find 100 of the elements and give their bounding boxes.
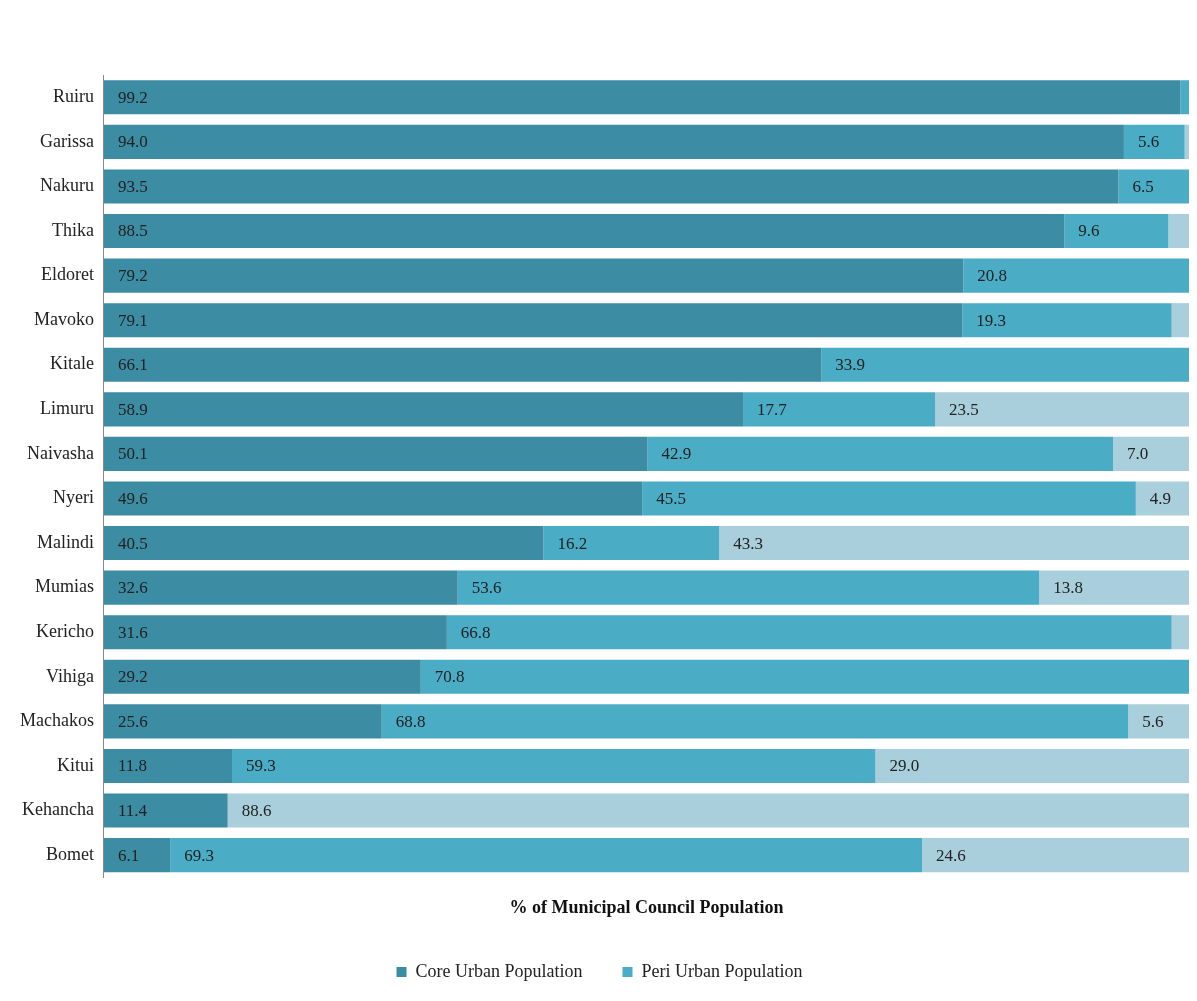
y-tick-label: Nyeri <box>52 487 94 508</box>
data-label: 99.2 <box>117 87 148 107</box>
data-label: 33.9 <box>835 355 865 375</box>
data-label: 25.6 <box>117 711 148 731</box>
data-label: 20.8 <box>977 266 1008 286</box>
data-label: 13.8 <box>1053 578 1084 598</box>
bar <box>227 793 1189 828</box>
bar <box>963 258 1189 293</box>
bar <box>103 80 1181 115</box>
data-label: 58.9 <box>117 399 148 419</box>
bar <box>103 124 1124 159</box>
data-label: 11.4 <box>117 801 148 820</box>
y-tick-label: Ruiru <box>52 86 94 107</box>
y-tick-label: Mumias <box>34 576 94 597</box>
data-label: 88.6 <box>241 801 272 820</box>
bar <box>962 303 1172 338</box>
bar <box>1113 436 1189 471</box>
y-tick-label: Bomet <box>45 843 94 864</box>
y-tick-label: Vihiga <box>46 665 94 686</box>
data-label: 17.7 <box>757 399 788 419</box>
bar <box>922 838 1189 873</box>
data-label: 88.5 <box>117 221 148 241</box>
bar <box>875 748 1189 784</box>
bar <box>821 347 1189 382</box>
legend-label: Core Urban Population <box>415 960 583 981</box>
data-label: 23.5 <box>949 399 979 419</box>
data-label: 5.6 <box>1142 711 1164 731</box>
bar <box>1135 481 1189 516</box>
data-label: 19.3 <box>976 310 1006 330</box>
data-label: 45.5 <box>656 488 686 508</box>
bar <box>103 481 643 516</box>
bar <box>1064 213 1169 249</box>
bar <box>103 436 648 471</box>
data-label: 93.5 <box>117 176 148 196</box>
bar <box>103 303 963 338</box>
y-tick-label: Eldoret <box>40 264 94 285</box>
bar <box>1123 124 1185 159</box>
data-label: 43.3 <box>733 533 763 553</box>
data-label: 29.2 <box>117 667 148 687</box>
data-label: 7.0 <box>1127 444 1149 464</box>
data-label: 29.0 <box>889 756 920 776</box>
bar <box>543 526 720 561</box>
y-tick-label: Malindi <box>36 531 94 552</box>
bar <box>103 347 822 382</box>
data-label: 68.8 <box>395 711 426 731</box>
bar <box>1168 213 1189 249</box>
data-label: 66.8 <box>460 622 491 642</box>
data-label: 59.3 <box>246 756 276 776</box>
bar <box>103 213 1065 249</box>
y-tick-label: Mavoko <box>33 308 94 329</box>
bar <box>719 526 1189 561</box>
data-label: 66.1 <box>117 355 148 375</box>
legend-label: Peri Urban Population <box>641 960 803 981</box>
y-tick-label: Machakos <box>19 710 94 731</box>
bar <box>420 659 1189 694</box>
bar <box>103 392 744 427</box>
data-label: 24.6 <box>936 845 966 865</box>
bar <box>103 659 421 694</box>
bar <box>103 526 544 561</box>
y-tick-label: Kehancha <box>22 799 94 820</box>
bar <box>1184 124 1189 159</box>
bar <box>103 258 964 293</box>
bar <box>446 615 1172 650</box>
bar <box>232 748 876 784</box>
data-label: 50.1 <box>117 444 148 464</box>
data-label: 53.6 <box>471 578 502 598</box>
y-tick-label: Nakuru <box>39 175 94 196</box>
bar <box>1039 570 1189 605</box>
data-label: 40.5 <box>117 533 148 553</box>
y-tick-label: Kitui <box>56 754 94 775</box>
data-label: 79.2 <box>117 266 148 286</box>
data-label: 49.6 <box>117 488 148 508</box>
bar <box>103 169 1119 204</box>
bar <box>1128 704 1189 739</box>
bar <box>103 704 382 739</box>
bar <box>743 392 936 427</box>
x-axis-title: % of Municipal Council Population <box>509 896 784 917</box>
data-label: 6.5 <box>1132 176 1154 196</box>
y-tick-label: Kitale <box>49 353 94 374</box>
y-tick-label: Kericho <box>35 620 94 641</box>
data-label: 79.1 <box>117 310 148 330</box>
data-label: 32.6 <box>117 578 148 598</box>
data-label: 11.8 <box>117 756 148 776</box>
y-tick-label: Naivasha <box>26 442 94 463</box>
bar <box>381 704 1129 739</box>
bar <box>457 570 1040 605</box>
bar <box>1171 303 1189 338</box>
bar <box>103 748 233 784</box>
data-label: 5.6 <box>1137 132 1160 152</box>
data-label: 70.8 <box>434 667 465 687</box>
bar <box>1171 615 1189 650</box>
data-label: 31.6 <box>117 622 148 642</box>
data-label: 94.0 <box>117 132 148 152</box>
y-tick-label: Limuru <box>39 398 94 419</box>
data-label: 42.9 <box>661 444 692 464</box>
bar <box>103 793 228 828</box>
bar <box>103 615 447 650</box>
bar <box>935 392 1189 427</box>
bar <box>647 436 1114 471</box>
data-label: 6.1 <box>117 845 140 865</box>
